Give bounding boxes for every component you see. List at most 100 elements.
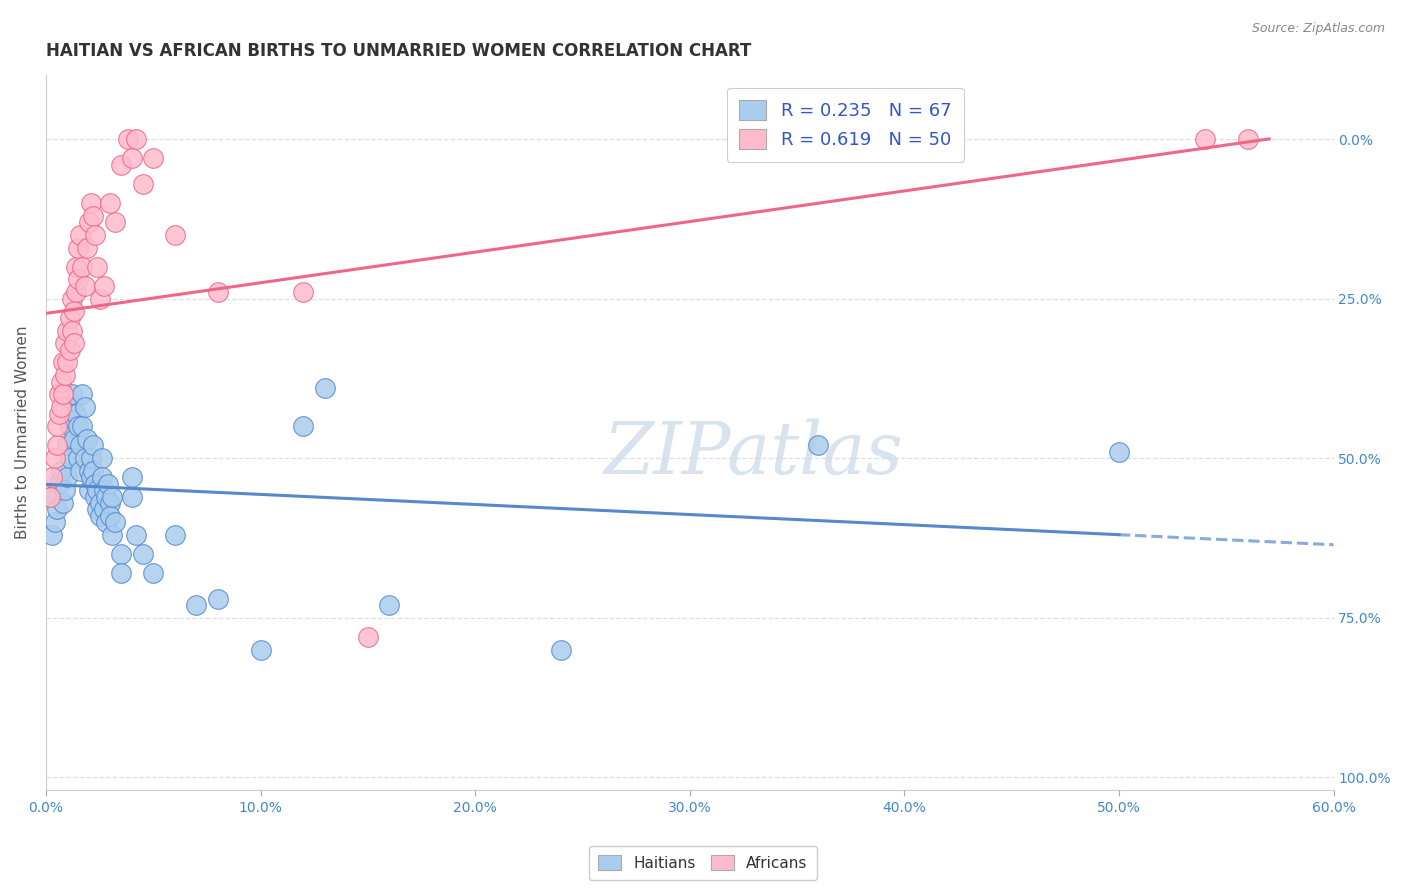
Point	[52, 496, 75, 510]
Point	[142, 151, 165, 165]
Point	[73, 400, 96, 414]
Point	[1236, 132, 1258, 146]
Point	[39, 490, 62, 504]
Point	[86, 502, 108, 516]
Text: Source: ZipAtlas.com: Source: ZipAtlas.com	[1251, 22, 1385, 36]
Point	[378, 598, 401, 612]
Point	[73, 278, 96, 293]
Point	[72, 260, 94, 274]
Point	[60, 400, 83, 414]
Point	[86, 483, 108, 497]
Point	[63, 413, 86, 427]
Point	[357, 630, 380, 644]
Point	[80, 451, 103, 466]
Legend: R = 0.235   N = 67, R = 0.619   N = 50: R = 0.235 N = 67, R = 0.619 N = 50	[727, 87, 965, 161]
Point	[39, 490, 62, 504]
Point	[89, 496, 111, 510]
Point	[125, 528, 148, 542]
Point	[90, 470, 112, 484]
Point	[82, 209, 104, 223]
Point	[67, 272, 90, 286]
Point	[65, 285, 87, 300]
Point	[53, 336, 76, 351]
Point	[84, 476, 107, 491]
Point	[65, 407, 87, 421]
Point	[131, 177, 153, 191]
Point	[69, 464, 91, 478]
Point	[69, 438, 91, 452]
Point	[207, 285, 229, 300]
Point	[94, 515, 117, 529]
Point	[77, 215, 100, 229]
Point	[49, 400, 72, 414]
Point	[77, 483, 100, 497]
Point	[73, 451, 96, 466]
Point	[98, 496, 121, 510]
Point	[56, 438, 79, 452]
Point	[101, 490, 124, 504]
Point	[44, 451, 66, 466]
Point	[89, 292, 111, 306]
Point	[117, 132, 139, 146]
Point	[1194, 132, 1216, 146]
Point	[82, 464, 104, 478]
Point	[249, 642, 271, 657]
Point	[45, 419, 67, 434]
Point	[142, 566, 165, 580]
Point	[69, 227, 91, 242]
Point	[58, 310, 80, 325]
Point	[67, 419, 90, 434]
Point	[52, 355, 75, 369]
Point	[98, 195, 121, 210]
Point	[207, 591, 229, 606]
Point	[52, 387, 75, 401]
Point	[90, 451, 112, 466]
Point	[89, 508, 111, 523]
Point	[93, 483, 115, 497]
Legend: Haitians, Africans: Haitians, Africans	[589, 846, 817, 880]
Point	[121, 151, 143, 165]
Point	[67, 241, 90, 255]
Point	[94, 490, 117, 504]
Point	[101, 528, 124, 542]
Point	[48, 387, 70, 401]
Point	[45, 502, 67, 516]
Point	[80, 195, 103, 210]
Point	[550, 642, 572, 657]
Point	[56, 355, 79, 369]
Point	[45, 438, 67, 452]
Point	[82, 438, 104, 452]
Point	[163, 227, 186, 242]
Point	[49, 375, 72, 389]
Point	[84, 490, 107, 504]
Point	[76, 241, 98, 255]
Point	[186, 598, 208, 612]
Point	[53, 483, 76, 497]
Point	[292, 285, 315, 300]
Point	[48, 407, 70, 421]
Point	[72, 387, 94, 401]
Point	[67, 451, 90, 466]
Point	[163, 528, 186, 542]
Point	[63, 336, 86, 351]
Point	[56, 470, 79, 484]
Point	[60, 387, 83, 401]
Point	[125, 132, 148, 146]
Point	[44, 515, 66, 529]
Point	[58, 343, 80, 357]
Point	[56, 324, 79, 338]
Point	[63, 304, 86, 318]
Point	[97, 476, 120, 491]
Point	[63, 432, 86, 446]
Point	[131, 547, 153, 561]
Point	[48, 476, 70, 491]
Point	[53, 368, 76, 383]
Point	[807, 438, 830, 452]
Point	[110, 157, 132, 171]
Point	[121, 490, 143, 504]
Point	[110, 547, 132, 561]
Point	[65, 260, 87, 274]
Point	[98, 508, 121, 523]
Point	[104, 515, 127, 529]
Point	[121, 470, 143, 484]
